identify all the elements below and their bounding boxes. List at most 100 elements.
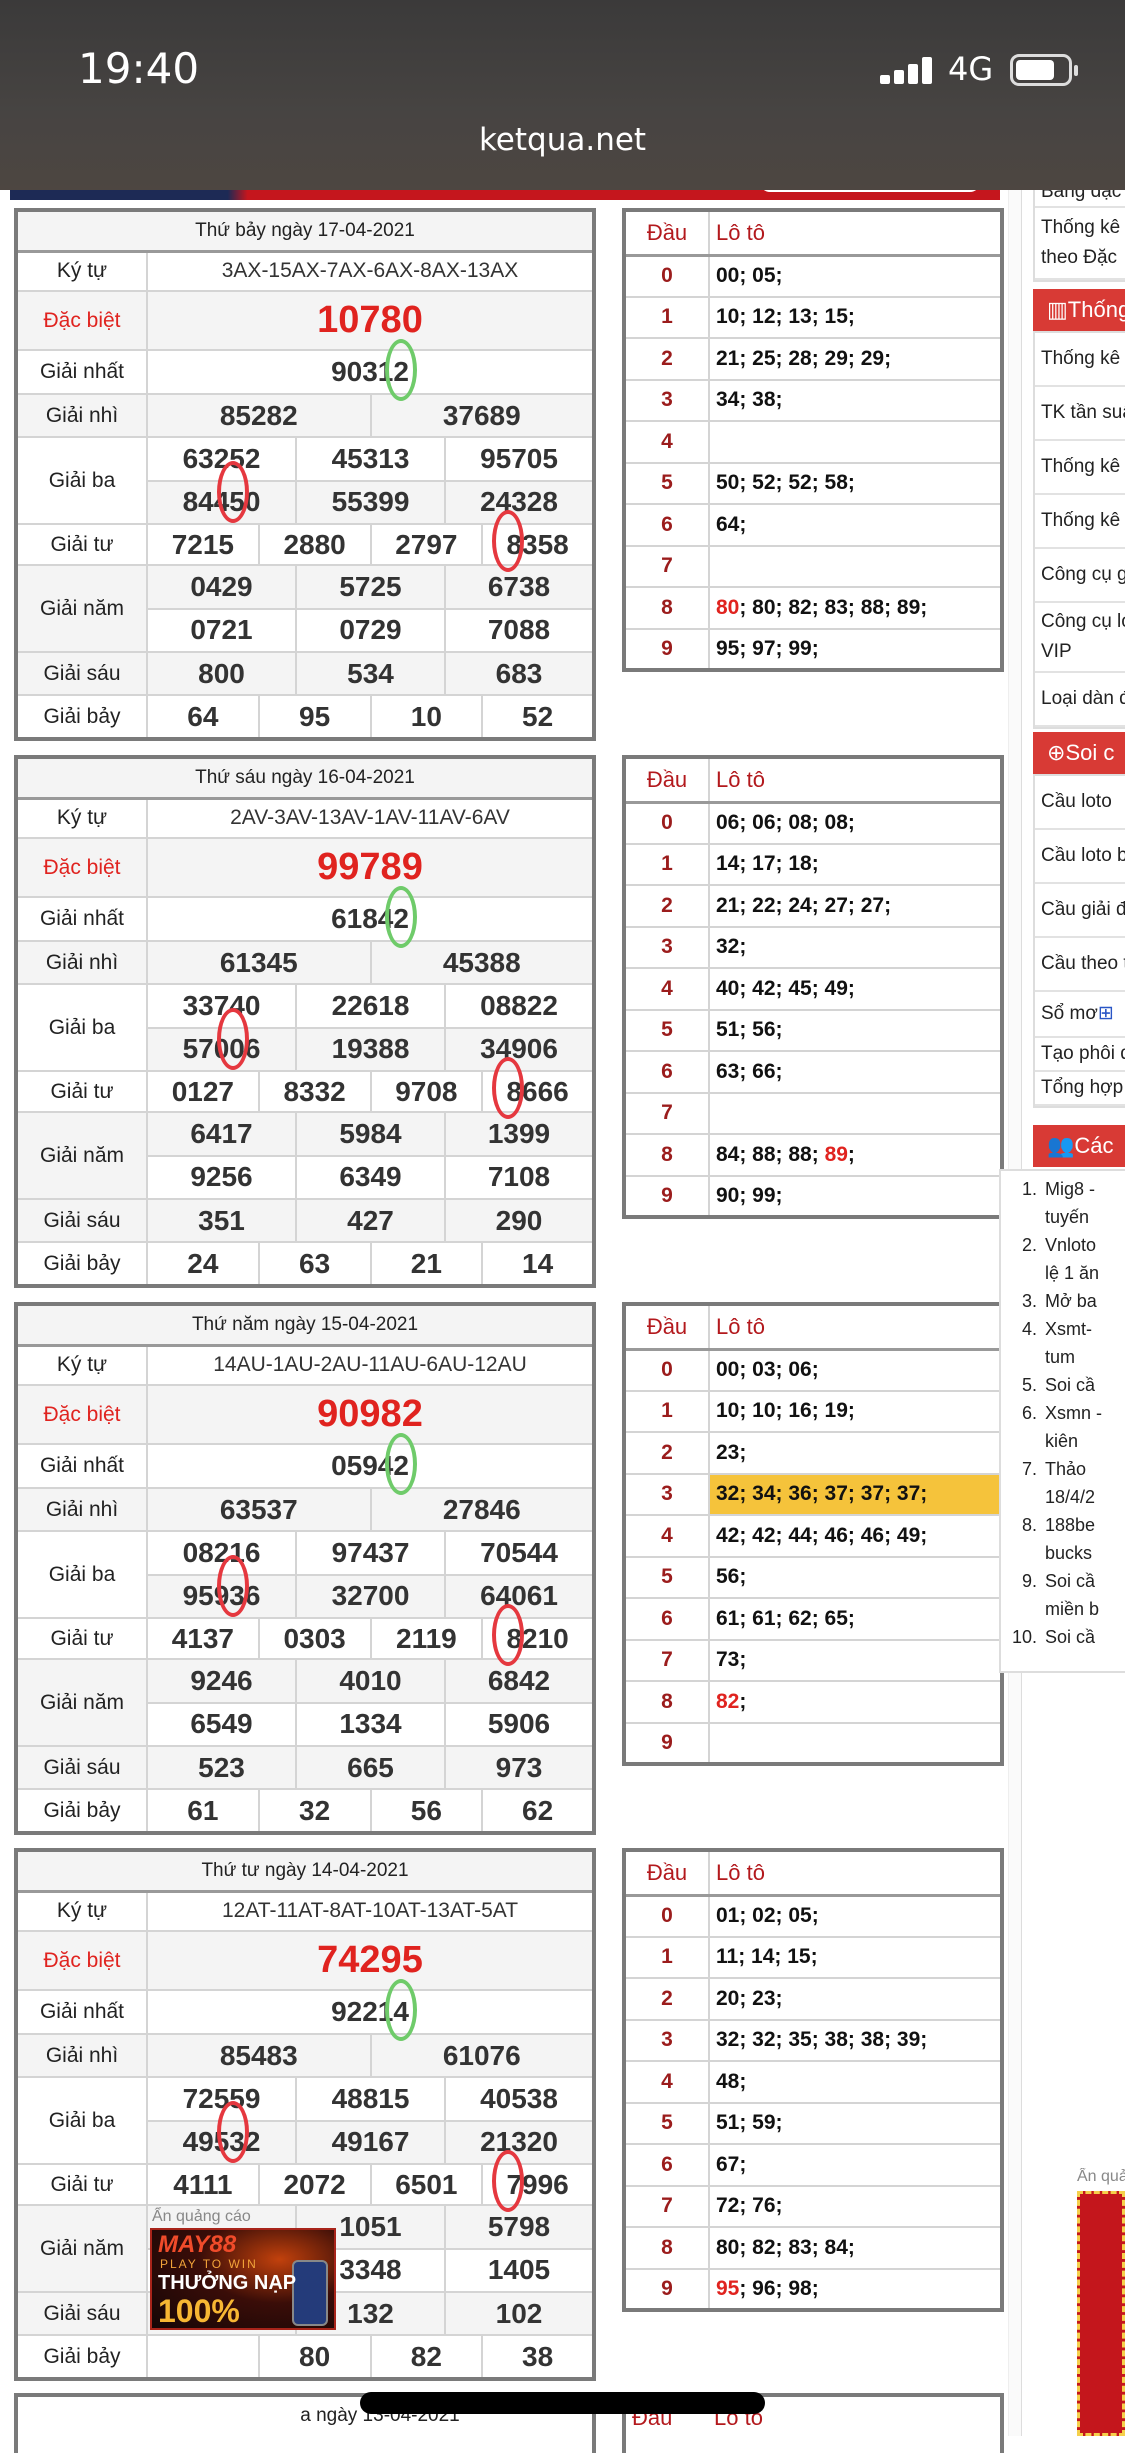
sidebar-link-label: Công cụ lo VIP xyxy=(1041,611,1125,662)
sidebar-link[interactable]: Loại dàn đ xyxy=(1035,673,1125,727)
article-link[interactable]: 3. Mở ba xyxy=(1001,1287,1125,1315)
sidebar-link[interactable]: Thống kê theo Đặc xyxy=(1035,208,1125,280)
giai-sau-label: Giải sáu xyxy=(15,1745,148,1790)
loto-row: 1 10; 12; 13; 15; xyxy=(623,295,1003,339)
giai-nhi-row: Giải nhì 63537 27846 xyxy=(15,1487,595,1532)
prize-number: 5798 xyxy=(444,2204,595,2250)
prize-number: 351 xyxy=(146,1198,297,1243)
prize-number: 4137 xyxy=(146,1617,260,1660)
loto-list: 32; xyxy=(716,935,747,959)
prize-number: 1334 xyxy=(295,1701,446,1747)
dau-header: Đầu xyxy=(623,756,710,804)
giai-nhi-label: Giải nhì xyxy=(15,1487,148,1532)
red-circle-annotation xyxy=(217,461,249,523)
dau-header: Đầu xyxy=(623,1849,710,1897)
loto-row: 5 51; 59; xyxy=(623,2101,1003,2145)
prize-number: 102 xyxy=(444,2291,595,2336)
battery-icon xyxy=(1010,54,1078,86)
sidebar-link[interactable]: Sổ mơ ⊞ xyxy=(1035,992,1125,1038)
prize-number: 0127 xyxy=(146,1070,260,1113)
sidebar-link[interactable]: TK tần suấ xyxy=(1035,387,1125,441)
dac-biet-label: Đặc biệt xyxy=(15,290,148,351)
sidebar-link[interactable]: Công cụ lo VIP xyxy=(1035,603,1125,673)
hide-ad-link-left[interactable]: Ẩn quảng cáo xyxy=(152,2208,251,2225)
dau-digit: 5 xyxy=(623,2101,710,2145)
sidebar-link[interactable]: Thống kê xyxy=(1035,495,1125,549)
dau-digit: 0 xyxy=(623,1894,710,1938)
ad-banner-left[interactable]: MAY88 PLAY TO WIN THƯỞNG NẠP 100% xyxy=(150,2228,336,2330)
sidebar-link-label: TK tần suấ xyxy=(1041,402,1125,423)
loto-values: 48; xyxy=(708,2060,1003,2104)
article-link[interactable]: 2. Vnloto lệ 1 ăn xyxy=(1001,1231,1125,1287)
ky-tu-row: Ký tự 3AX-15AX-7AX-6AX-8AX-13AX xyxy=(15,250,595,292)
loto-list: 48; xyxy=(716,2069,747,2093)
prize-number: 40538 xyxy=(444,2076,595,2122)
loto-values: 67; xyxy=(708,2143,1003,2187)
giai-ba-row: Giải ba 08216 97437 70544 xyxy=(15,1530,595,1619)
prize-number: 7215 xyxy=(146,523,260,566)
prize-number: 9708 xyxy=(369,1070,484,1113)
search-plus-icon: ⊕ xyxy=(1047,740,1066,765)
ky-tu-value: 12AT-11AT-8AT-10AT-13AT-5AT xyxy=(146,1890,595,1932)
loto-list: 42; 42; 44; 46; 46; 49; xyxy=(716,1523,928,1547)
sidebar-link[interactable]: Thống kê xyxy=(1035,333,1125,387)
sidebar-link[interactable]: Cầu theo t xyxy=(1035,938,1125,992)
hide-ad-link-right[interactable]: Ẩn quảng cáo xyxy=(1077,2168,1125,2185)
loto-header: Đầu Lô tô xyxy=(623,1303,1003,1351)
red-circle-annotation xyxy=(217,2101,249,2163)
loto-row: 2 21; 25; 28; 29; 29; xyxy=(623,337,1003,381)
giai-ba-label: Giải ba xyxy=(15,1530,148,1619)
ky-tu-label: Ký tự xyxy=(15,250,148,292)
sidebar-link[interactable]: Cầu giải đ xyxy=(1035,884,1125,938)
prize-number: 95 xyxy=(257,694,372,740)
dac-biet-value: 99789 xyxy=(146,837,595,898)
sidebar-section-header: ▥ Thống xyxy=(1033,289,1125,331)
sidebar-link[interactable]: Cầu loto xyxy=(1035,776,1125,830)
dau-digit: 8 xyxy=(623,1133,710,1177)
giai-nam-row: Giải năm 6417 5984 1399 xyxy=(15,1111,595,1200)
article-link[interactable]: 4. Xsmt- tum xyxy=(1001,1315,1125,1371)
dau-digit: 9 xyxy=(623,1174,710,1218)
home-indicator[interactable] xyxy=(360,2392,765,2414)
loto-list: 20; 23; xyxy=(716,1986,783,2010)
loto-row: 2 23; xyxy=(623,1431,1003,1475)
dau-digit: 6 xyxy=(623,1050,710,1094)
article-link[interactable]: 1. Mig8 - tuyến xyxy=(1001,1175,1125,1231)
giai-sau-label: Giải sáu xyxy=(15,651,148,696)
article-title: 188be bucks xyxy=(1045,1515,1096,1563)
article-link[interactable]: 7. Thảo 18/4/2 xyxy=(1001,1455,1125,1511)
article-link[interactable]: 5. Soi cầ xyxy=(1001,1371,1125,1399)
article-link[interactable]: 8. 188be bucks xyxy=(1001,1511,1125,1567)
prize-number: 2880 xyxy=(257,523,372,566)
giai-ba-label: Giải ba xyxy=(15,983,148,1072)
loto-list: 80; 82; 83; 84; xyxy=(716,2235,855,2259)
phone-image xyxy=(292,2260,328,2326)
giai-nam-label: Giải năm xyxy=(15,2204,148,2293)
prize-number: 427 xyxy=(295,1198,446,1243)
ad-banner-right[interactable] xyxy=(1077,2191,1125,2436)
plus-square-icon[interactable]: ⊞ xyxy=(1097,1003,1114,1024)
green-circle-annotation xyxy=(385,886,417,948)
giai-ba-row: 95936 32700 64061 xyxy=(16,1573,595,1619)
sidebar-link[interactable]: Thống kê xyxy=(1035,441,1125,495)
prize-number: 6501 xyxy=(369,2163,484,2206)
prize-number: 7108 xyxy=(444,1154,595,1200)
giai-ba-row: Giải ba 72559 48815 40538 xyxy=(15,2076,595,2165)
article-link[interactable]: 6. Xsmn - kiên xyxy=(1001,1399,1125,1455)
red-circle-annotation xyxy=(217,1008,249,1070)
article-link[interactable]: 9. Soi cầ miền b xyxy=(1001,1567,1125,1623)
loto-list: ; xyxy=(739,1689,747,1713)
address-bar[interactable]: ketqua.net xyxy=(478,122,647,158)
prize-number: 05942 xyxy=(146,1443,595,1489)
sidebar-link[interactable]: Tạo phôi d xyxy=(1035,1038,1125,1072)
prize-number: 2072 xyxy=(257,2163,372,2206)
sidebar-link[interactable]: Cầu loto b xyxy=(1035,830,1125,884)
prize-number: 0729 xyxy=(295,607,446,653)
loto-values: 56; xyxy=(708,1555,1003,1599)
date-row: Thứ bảy ngày 17-04-2021 xyxy=(15,209,595,253)
prize-number: 95705 xyxy=(444,436,595,482)
sidebar-link[interactable]: Công cụ g xyxy=(1035,549,1125,603)
sidebar-link[interactable]: Tổng hợp xyxy=(1035,1072,1125,1106)
loto-list: 95; 97; 99; xyxy=(716,636,819,660)
article-link[interactable]: 10. Soi cầ xyxy=(1001,1623,1125,1651)
